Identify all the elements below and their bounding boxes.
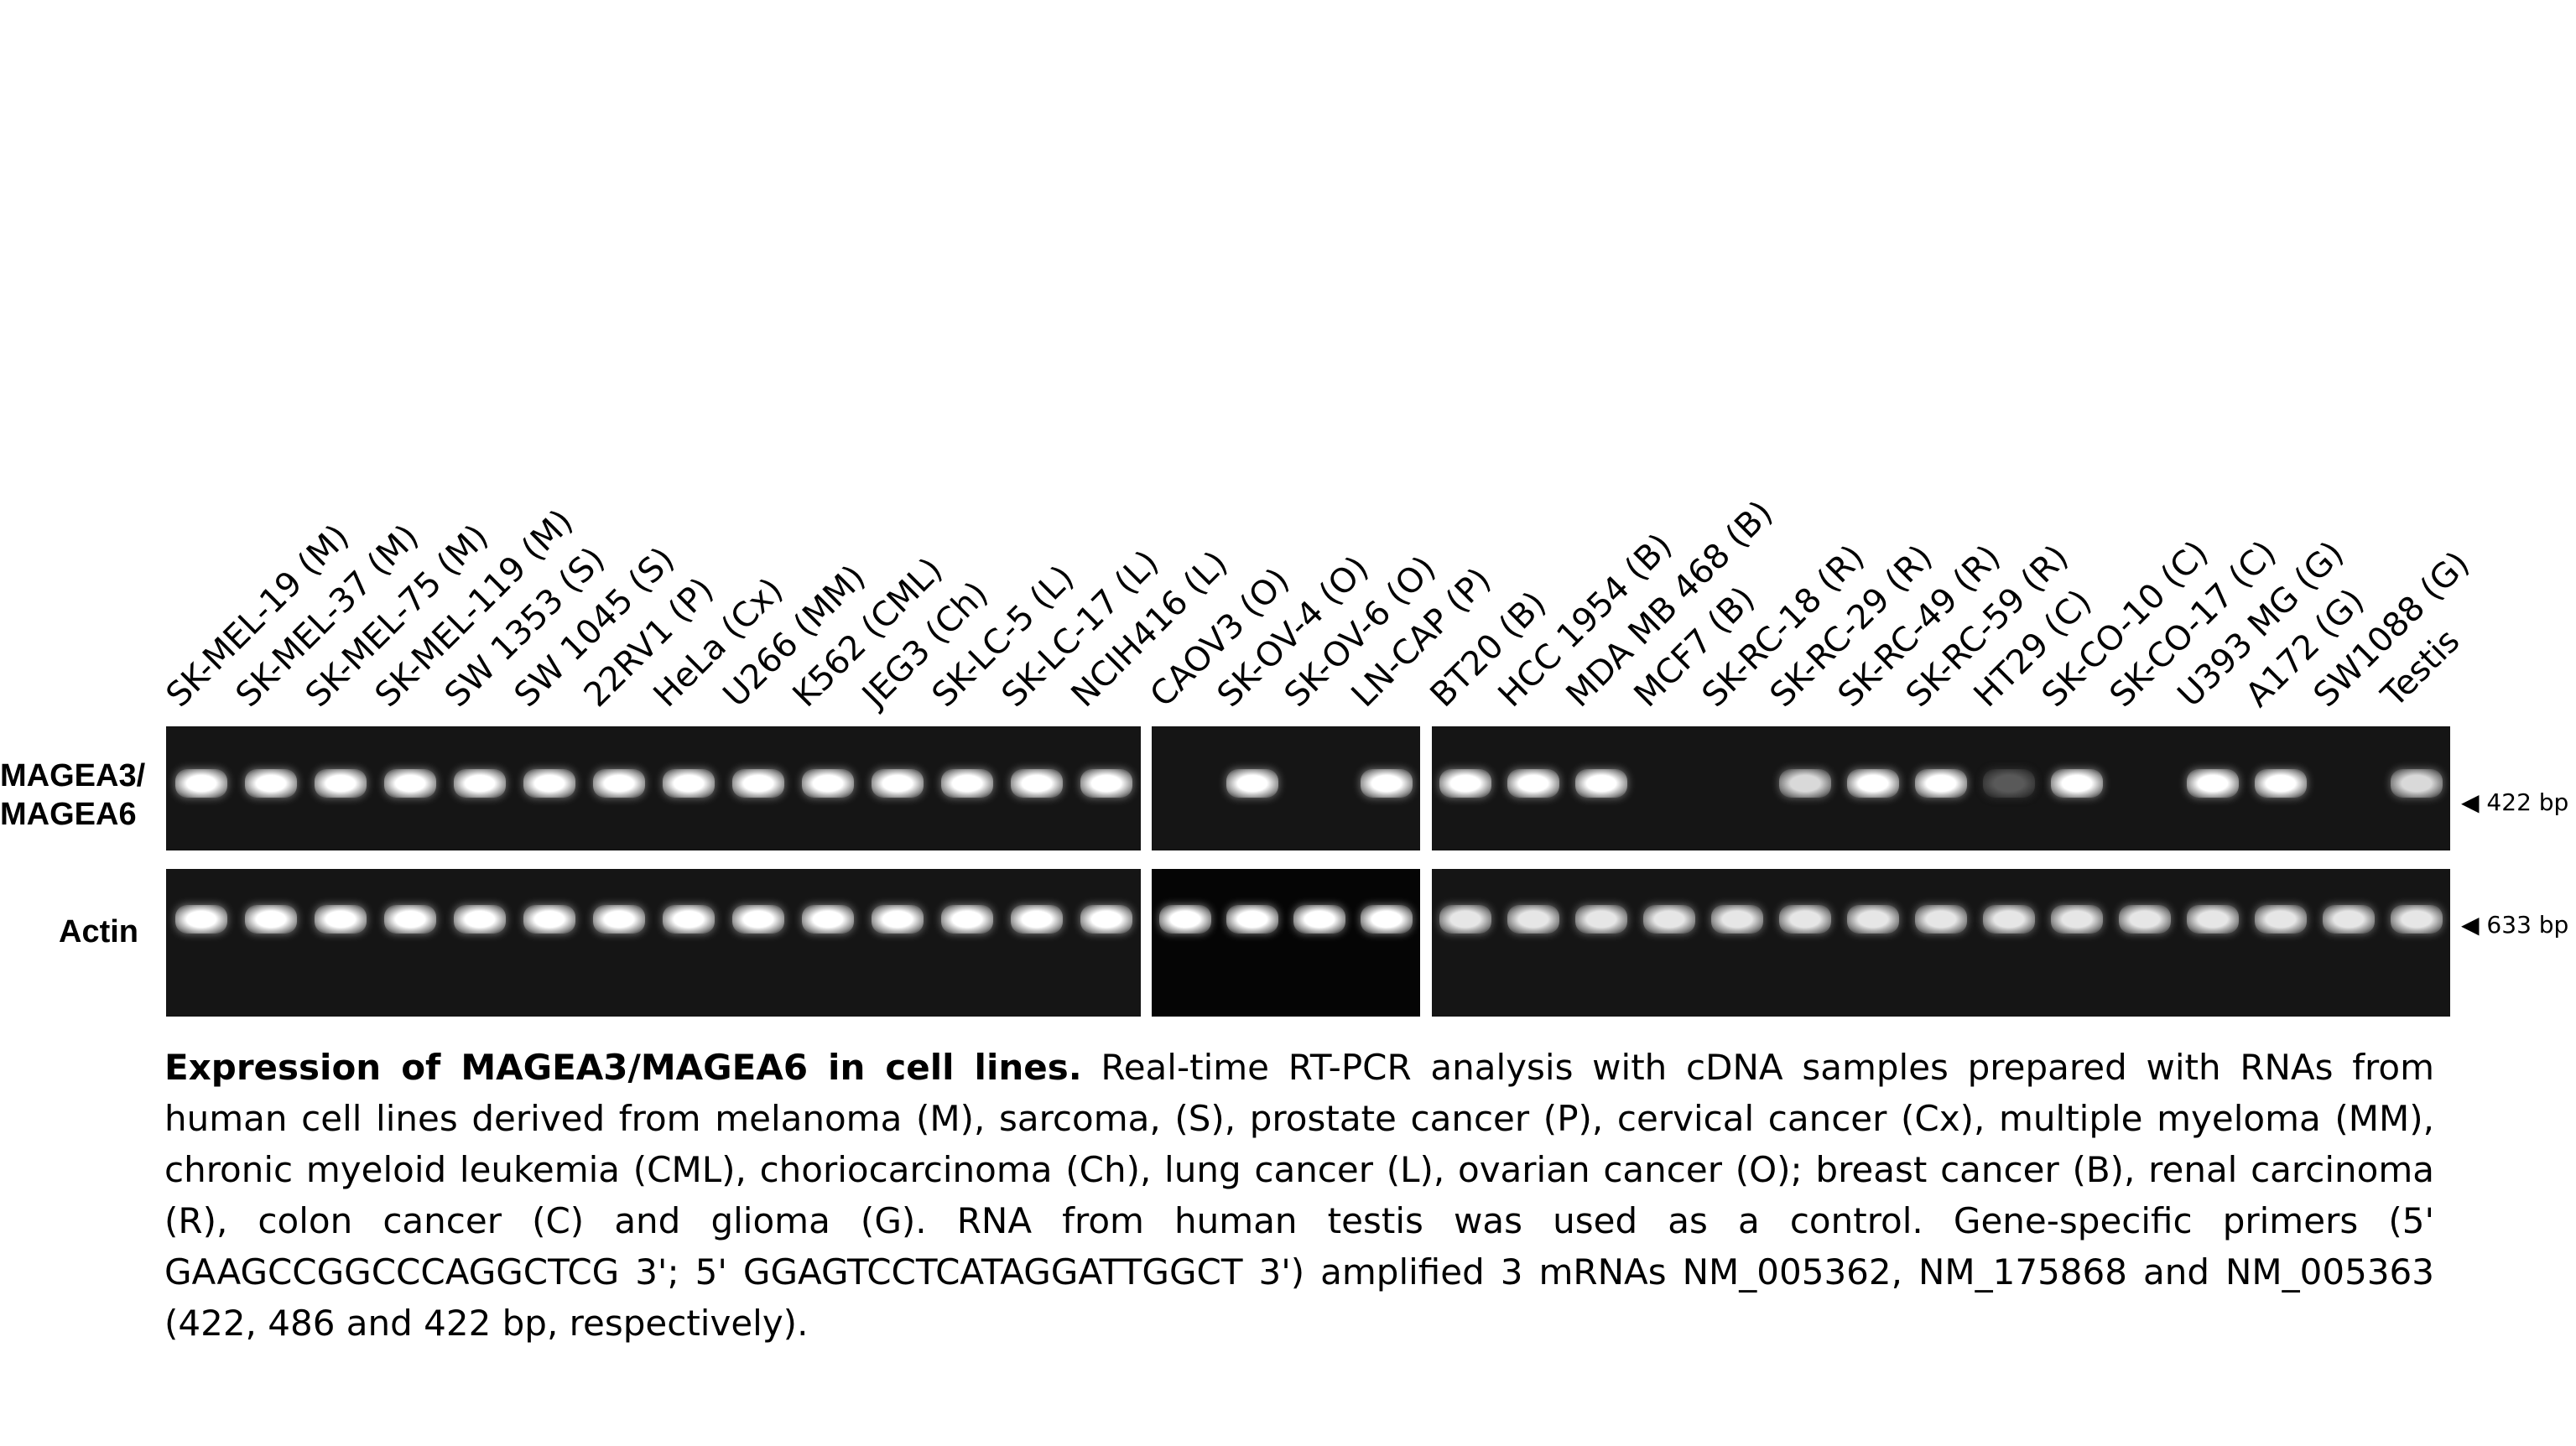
gel-band [1080,905,1132,934]
gel-band [731,905,784,934]
gel-band [1779,769,1832,798]
gel-band [2186,905,2239,934]
gel-band [1010,769,1063,798]
gel-band [1575,905,1628,934]
gel-band [453,769,506,798]
gel-band [1226,769,1278,798]
gel-band [1643,905,1696,934]
gel-band [1361,769,1413,798]
gel-band [592,905,645,934]
gel-band [2390,905,2443,934]
gel-band [2254,905,2307,934]
gel-band [801,905,854,934]
gel-band [1361,905,1413,934]
gel-band [940,769,993,798]
gel-band [453,905,506,934]
row-label-line: MAGEA3/ [0,758,146,793]
row-label-line: Actin [59,914,138,949]
gel-band [1711,905,1764,934]
gel-band [1915,769,1967,798]
gel-band [1847,905,1900,934]
size-marker-422: ◀ 422 bp [2461,788,2569,816]
gel-panel [1152,869,1420,1017]
row-label-actin: Actin [59,913,138,951]
gel-band [1159,905,1211,934]
gel-band [523,905,575,934]
gel-band [940,905,993,934]
gel-panel [1432,869,2450,1017]
gel-band [1439,769,1492,798]
gel-band [174,769,227,798]
row-label-magea: MAGEA3/ MAGEA6 [0,757,145,834]
gel-band [2050,769,2103,798]
size-marker-633: ◀ 633 bp [2461,911,2569,939]
gel-band [801,769,854,798]
figure-caption: Expression of MAGEA3/MAGEA6 in cell line… [164,1042,2434,1349]
gel-band [1226,905,1278,934]
gel-band [2254,769,2307,798]
gel-band [1982,905,2035,934]
gel-band [731,769,784,798]
gel-band [383,769,436,798]
gel-band [1010,905,1063,934]
gel-band [1847,769,1900,798]
gel-band [2050,905,2103,934]
row-label-line: MAGEA6 [0,797,137,832]
gel-band [2390,769,2443,798]
caption-title: Expression of MAGEA3/MAGEA6 in cell line… [164,1047,1082,1088]
gel-band [1982,769,2035,798]
gel-band [244,769,297,798]
gel-band [314,905,367,934]
gel-band [1507,905,1560,934]
gel-band [592,769,645,798]
gel-band [1293,905,1345,934]
gel-band [2186,769,2239,798]
gel-panel [166,869,1141,1017]
gel-band [1915,905,1967,934]
gel-panel [166,726,1141,850]
gel-band [1080,769,1132,798]
gel-band [1575,769,1628,798]
gel-band [383,905,436,934]
gel-band [1507,769,1560,798]
caption-body: Real-time RT-PCR analysis with cDNA samp… [164,1047,2435,1344]
gel-band [871,905,924,934]
gel-band [1439,905,1492,934]
gel-band [2118,905,2171,934]
gel-band [244,905,297,934]
gel-band [523,769,575,798]
gel-band [314,769,367,798]
gel-band [174,905,227,934]
gel-band [2322,905,2375,934]
gel-band [1779,905,1832,934]
gel-band [662,905,715,934]
gel-band [662,769,715,798]
gel-band [871,769,924,798]
